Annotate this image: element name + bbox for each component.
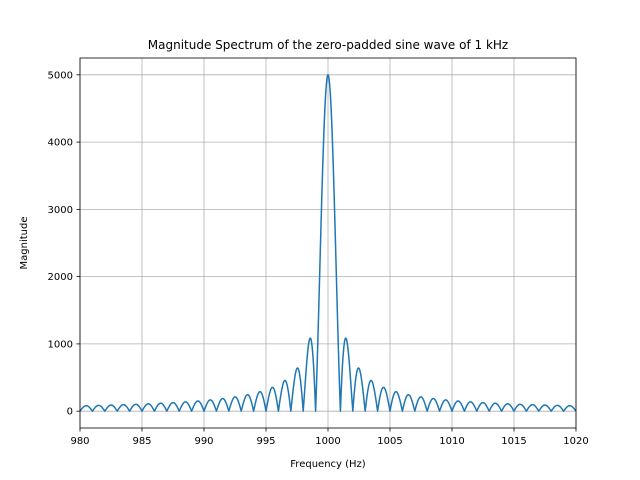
chart-title: Magnitude Spectrum of the zero-padded si… bbox=[148, 38, 508, 52]
x-tick-label: 995 bbox=[256, 436, 275, 447]
x-tick-label: 1010 bbox=[439, 436, 464, 447]
y-axis-ticks: 0 1000 2000 3000 4000 5000 bbox=[48, 70, 80, 418]
y-tick-label: 0 bbox=[67, 407, 73, 418]
y-tick-label: 3000 bbox=[48, 205, 73, 216]
x-axis-ticks: 980 985 990 995 1000 1005 1010 1015 1020 bbox=[70, 428, 589, 447]
x-tick-label: 990 bbox=[194, 436, 213, 447]
magnitude-line bbox=[79, 74, 577, 412]
x-tick-label: 1005 bbox=[377, 436, 402, 447]
y-tick-label: 2000 bbox=[48, 272, 73, 283]
x-tick-label: 980 bbox=[70, 436, 89, 447]
y-tick-label: 5000 bbox=[48, 70, 73, 81]
x-axis-label: Frequency (Hz) bbox=[290, 459, 366, 470]
y-tick-label: 1000 bbox=[48, 339, 73, 350]
series-group bbox=[79, 74, 577, 412]
x-tick-label: 1020 bbox=[563, 436, 588, 447]
x-tick-label: 1015 bbox=[501, 436, 526, 447]
y-tick-label: 4000 bbox=[48, 138, 73, 149]
x-tick-label: 1000 bbox=[315, 436, 340, 447]
y-axis-label: Magnitude bbox=[19, 217, 30, 270]
x-tick-label: 985 bbox=[132, 436, 151, 447]
